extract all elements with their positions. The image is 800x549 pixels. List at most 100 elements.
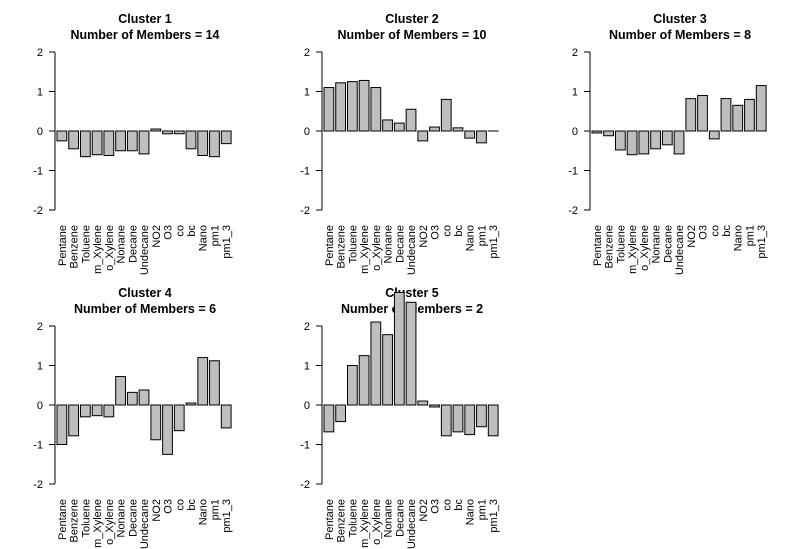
x-tick-label: Benzene (69, 225, 81, 268)
bar (358, 355, 370, 406)
bar (126, 130, 138, 152)
x-tick-label: pm1 (744, 225, 756, 246)
x-tick-label: bc (453, 225, 465, 237)
x-tick-label: co (174, 499, 186, 511)
bar (614, 130, 626, 151)
y-tick-label: -2 (33, 479, 43, 491)
x-tick-label: Undecane (139, 225, 151, 275)
x-tick-label: pm1 (209, 499, 221, 520)
bar (661, 130, 673, 146)
bar (220, 130, 232, 145)
bar (323, 404, 335, 433)
bar (150, 404, 162, 441)
bar (197, 130, 209, 156)
bar (382, 334, 393, 406)
y-tick-label: -1 (300, 166, 310, 178)
y-tick-label: -1 (33, 166, 43, 178)
y-tick-label: 1 (304, 87, 310, 99)
x-tick-label: Pentane (57, 225, 69, 266)
x-tick-label: Decane (127, 499, 139, 537)
x-tick-label: Nonane (116, 499, 128, 538)
bar (638, 130, 650, 155)
bar (185, 130, 197, 150)
x-tick-label: O3 (430, 499, 442, 514)
x-tick-label: m_Xylene (359, 499, 371, 548)
bar (429, 404, 440, 408)
x-tick-label: pm1_3 (488, 225, 500, 259)
x-tick-label: Nonane (651, 225, 663, 264)
bar (346, 365, 358, 406)
bar (476, 404, 487, 428)
bar (209, 360, 220, 406)
x-tick-label: Undecane (139, 499, 151, 549)
x-tick-label: Pentane (57, 499, 69, 540)
x-tick-label: Nano (198, 499, 210, 525)
bar (103, 130, 115, 156)
bar (68, 130, 80, 150)
bar (173, 404, 185, 432)
x-tick-label: Benzene (604, 225, 616, 268)
x-tick-label: bc (186, 499, 198, 511)
x-tick-label: Toluene (347, 225, 359, 264)
chart-subtitle: Number of Members = 10 (338, 28, 487, 42)
chart-subtitle: Number of Members = 6 (74, 302, 216, 316)
x-tick-label: Benzene (336, 225, 348, 268)
x-tick-label: Undecane (674, 225, 686, 275)
x-tick-label: o_Xylene (639, 225, 651, 271)
bar (744, 98, 755, 132)
bar (220, 404, 232, 429)
x-tick-label: Toluene (80, 225, 92, 264)
x-tick-label: m_Xylene (359, 225, 371, 274)
bar (685, 98, 697, 132)
x-tick-label: O3 (430, 225, 442, 240)
bar (56, 404, 68, 445)
bar (162, 404, 173, 455)
x-tick-label: bc (453, 499, 465, 511)
y-tick-label: -1 (33, 440, 43, 452)
x-tick-label: pm1 (476, 499, 488, 520)
bar (452, 404, 464, 433)
y-tick-label: 2 (572, 47, 578, 59)
x-tick-label: Decane (394, 499, 406, 537)
y-tick-label: -2 (33, 205, 43, 217)
bar (440, 98, 452, 132)
x-tick-label: co (174, 225, 186, 237)
bar (417, 130, 429, 142)
bar (370, 87, 382, 132)
bar (732, 104, 744, 132)
bar (209, 130, 220, 158)
bar (393, 122, 405, 132)
x-tick-label: NO2 (151, 225, 163, 248)
x-tick-label: Pentane (592, 225, 604, 266)
y-tick-label: 1 (304, 361, 310, 373)
chart-title: Cluster 4 (118, 286, 172, 300)
chart-subtitle: Number of Members = 14 (71, 28, 220, 42)
bar (440, 404, 452, 437)
bar (79, 404, 91, 418)
x-tick-label: O3 (163, 499, 175, 514)
bar (417, 400, 429, 406)
bar (626, 130, 638, 156)
y-tick-label: 1 (37, 87, 43, 99)
x-tick-label: Decane (662, 225, 674, 263)
x-tick-label: Benzene (336, 499, 348, 542)
y-tick-label: 2 (37, 47, 43, 59)
x-tick-label: o_Xylene (104, 225, 116, 271)
bar (335, 82, 347, 132)
x-tick-label: pm1_3 (221, 499, 233, 533)
x-tick-label: Pentane (324, 225, 336, 266)
x-tick-label: Toluene (615, 225, 627, 264)
bar (393, 291, 405, 406)
y-tick-label: 0 (37, 400, 43, 412)
x-tick-label: Undecane (406, 225, 418, 275)
x-tick-label: Nano (733, 225, 745, 251)
bar (138, 389, 150, 406)
y-tick-label: 1 (572, 87, 578, 99)
x-tick-label: Pentane (324, 499, 336, 540)
panel: Cluster 3 Number of Members = 8 -2 -1 0 1 2 Pen… (568, 12, 768, 275)
bar (173, 130, 185, 135)
chart-subtitle: Number of Members = 8 (609, 28, 751, 42)
x-tick-label: NO2 (418, 225, 430, 248)
